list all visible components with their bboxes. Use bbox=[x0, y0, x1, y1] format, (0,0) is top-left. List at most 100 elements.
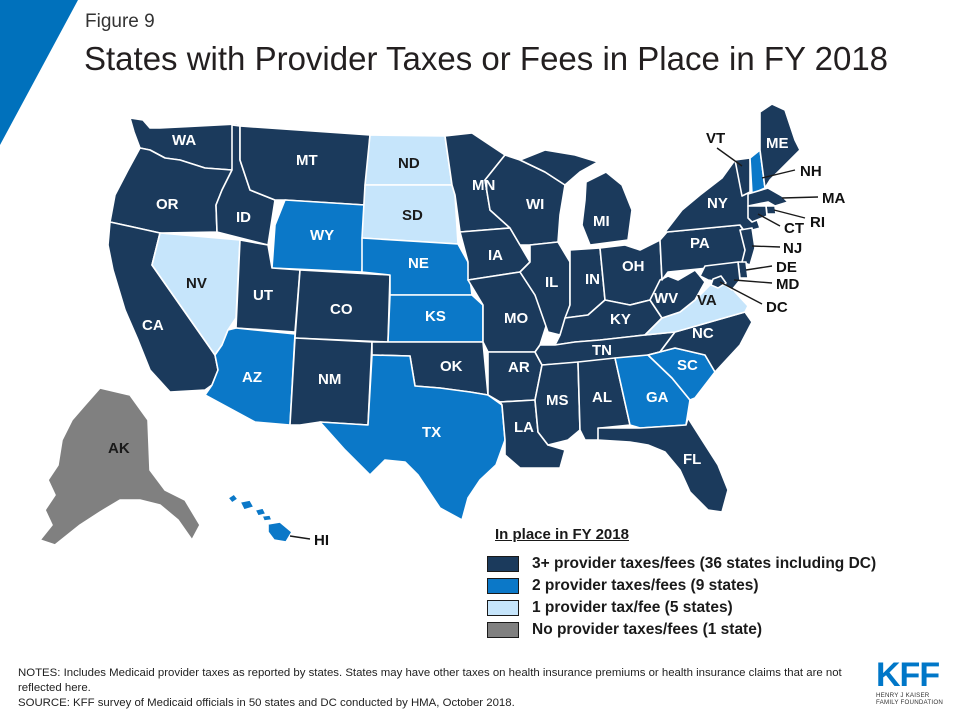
label-WI: WI bbox=[526, 196, 544, 213]
label-MT: MT bbox=[296, 152, 318, 169]
label-DE: DE bbox=[776, 259, 797, 276]
label-OR: OR bbox=[156, 196, 179, 213]
label-GA: GA bbox=[646, 389, 669, 406]
label-PA: PA bbox=[690, 235, 710, 252]
legend-item-0: No provider taxes/fees (1 state) bbox=[487, 619, 957, 641]
label-AR: AR bbox=[508, 359, 530, 376]
label-SC: SC bbox=[677, 357, 698, 374]
leader-hi bbox=[289, 535, 311, 540]
legend-label-1: 1 provider tax/fee (5 states) bbox=[532, 599, 733, 616]
us-map: WA OR CA ID NV MT WY UT CO AZ NM ND SD N… bbox=[39, 103, 845, 549]
legend-title: In place in FY 2018 bbox=[495, 526, 629, 543]
label-CA: CA bbox=[142, 317, 164, 334]
state-MI-up[interactable] bbox=[519, 149, 599, 186]
label-MN: MN bbox=[472, 177, 495, 194]
state-IL[interactable] bbox=[519, 241, 571, 336]
leader-ri bbox=[773, 209, 806, 219]
legend-swatch-0 bbox=[487, 622, 519, 638]
state-HI[interactable] bbox=[227, 493, 293, 543]
label-NM: NM bbox=[318, 371, 341, 388]
page-title: States with Provider Taxes or Fees in Pl… bbox=[84, 40, 889, 77]
notes: NOTES: Includes Medicaid provider taxes … bbox=[18, 666, 868, 711]
state-TX[interactable] bbox=[319, 354, 506, 521]
label-KY: KY bbox=[610, 311, 631, 328]
state-NJ[interactable] bbox=[739, 227, 756, 266]
label-MA: MA bbox=[822, 190, 845, 207]
label-CT: CT bbox=[784, 220, 804, 237]
state-FL[interactable] bbox=[597, 417, 729, 513]
label-NJ: NJ bbox=[783, 240, 802, 257]
label-ME: ME bbox=[766, 135, 789, 152]
figure-label: Figure 9 bbox=[85, 11, 155, 32]
legend-label-0: No provider taxes/fees (1 state) bbox=[532, 621, 763, 638]
label-NE: NE bbox=[408, 255, 429, 272]
label-NY: NY bbox=[707, 195, 728, 212]
label-LA: LA bbox=[514, 419, 534, 436]
legend-label-2: 2 provider taxes/fees (9 states) bbox=[532, 577, 759, 594]
logo-subtitle-2: FAMILY FOUNDATION bbox=[876, 699, 943, 706]
label-IA: IA bbox=[488, 247, 503, 264]
label-WV: WV bbox=[654, 290, 678, 307]
label-NH: NH bbox=[800, 163, 822, 180]
label-IN: IN bbox=[585, 271, 600, 288]
label-MI: MI bbox=[593, 213, 610, 230]
kff-logo: KFF HENRY J KAISER FAMILY FOUNDATION bbox=[876, 658, 946, 706]
leader-de bbox=[745, 265, 773, 271]
label-WY: WY bbox=[310, 227, 334, 244]
label-CO: CO bbox=[330, 301, 353, 318]
label-MS: MS bbox=[546, 392, 569, 409]
label-NC: NC bbox=[692, 325, 714, 342]
label-SD: SD bbox=[402, 207, 423, 224]
notes-text: NOTES: Includes Medicaid provider taxes … bbox=[18, 667, 842, 694]
label-VA: VA bbox=[697, 292, 717, 309]
leader-vt bbox=[716, 147, 743, 167]
logo-wordmark: KFF bbox=[876, 656, 940, 694]
label-KS: KS bbox=[425, 308, 446, 325]
legend-swatch-3plus bbox=[487, 556, 519, 572]
label-AL: AL bbox=[592, 389, 612, 406]
state-WY[interactable] bbox=[271, 199, 366, 273]
leader-ma bbox=[781, 196, 819, 199]
label-WA: WA bbox=[172, 132, 196, 149]
label-TN: TN bbox=[592, 342, 612, 359]
source-text: SOURCE: KFF survey of Medicaid officials… bbox=[18, 697, 515, 709]
legend-label-3plus: 3+ provider taxes/fees (36 states includ… bbox=[532, 555, 877, 572]
state-CT[interactable] bbox=[747, 205, 768, 223]
label-OK: OK bbox=[440, 358, 463, 375]
state-WV[interactable] bbox=[649, 269, 706, 319]
legend-swatch-2 bbox=[487, 578, 519, 594]
label-HI: HI bbox=[314, 532, 329, 549]
state-SD[interactable] bbox=[361, 184, 459, 245]
label-IL: IL bbox=[545, 274, 558, 291]
state-labels: WA OR CA ID NV MT WY UT CO AZ NM ND SD N… bbox=[108, 130, 845, 549]
logo-subtitle-1: HENRY J KAISER bbox=[876, 692, 930, 699]
leader-nj bbox=[751, 245, 781, 248]
leader-md bbox=[733, 279, 773, 284]
label-AZ: AZ bbox=[242, 369, 262, 386]
label-TX: TX bbox=[422, 424, 441, 441]
state-DC[interactable] bbox=[710, 275, 727, 289]
label-MD: MD bbox=[776, 276, 799, 293]
state-ME[interactable] bbox=[759, 103, 801, 189]
label-AK: AK bbox=[108, 440, 130, 457]
label-UT: UT bbox=[253, 287, 273, 304]
label-DC: DC bbox=[766, 299, 788, 316]
label-ND: ND bbox=[398, 155, 420, 172]
label-OH: OH bbox=[622, 258, 645, 275]
leader-dc bbox=[719, 281, 763, 305]
label-VT: VT bbox=[706, 130, 725, 147]
label-NV: NV bbox=[186, 275, 207, 292]
legend-item-1: 1 provider tax/fee (5 states) bbox=[487, 597, 957, 619]
corner-accent bbox=[0, 0, 78, 145]
leader-nh bbox=[761, 169, 796, 179]
legend: In place in FY 2018 3+ provider taxes/fe… bbox=[487, 526, 957, 641]
legend-item-3plus: 3+ provider taxes/fees (36 states includ… bbox=[487, 553, 957, 575]
legend-item-2: 2 provider taxes/fees (9 states) bbox=[487, 575, 957, 597]
label-ID: ID bbox=[236, 209, 251, 226]
state-VT[interactable] bbox=[734, 157, 751, 197]
label-FL: FL bbox=[683, 451, 701, 468]
legend-swatch-1 bbox=[487, 600, 519, 616]
state-MI[interactable] bbox=[581, 171, 633, 246]
leader-ct bbox=[757, 213, 781, 227]
state-AK[interactable] bbox=[39, 387, 201, 546]
